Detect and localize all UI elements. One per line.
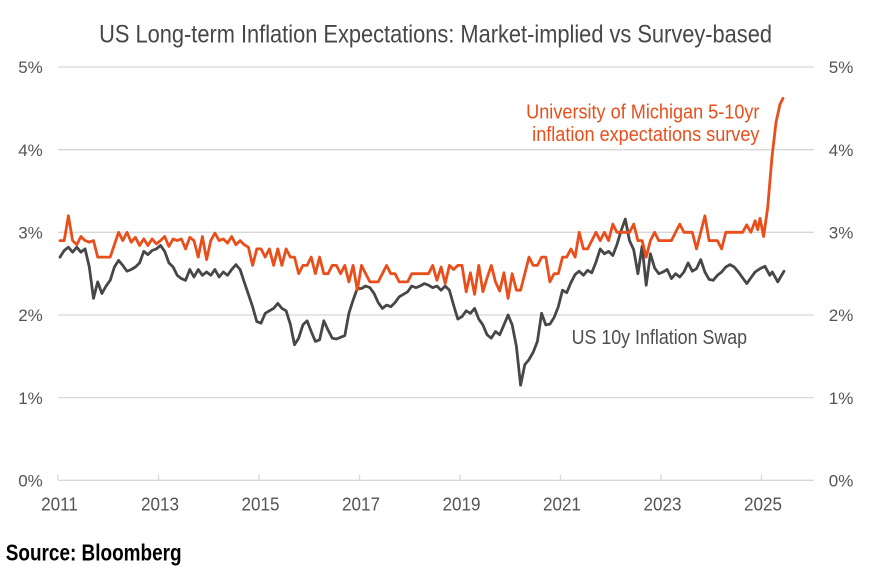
svg-text:5%: 5% — [829, 58, 854, 77]
svg-text:2015: 2015 — [242, 494, 280, 515]
svg-text:2013: 2013 — [141, 494, 179, 515]
svg-text:1%: 1% — [18, 389, 43, 408]
svg-text:2%: 2% — [829, 306, 854, 325]
svg-text:University of Michigan 5-10yr: University of Michigan 5-10yr — [526, 102, 760, 124]
svg-text:2019: 2019 — [443, 494, 481, 515]
svg-text:4%: 4% — [829, 141, 854, 160]
svg-text:3%: 3% — [18, 224, 43, 243]
svg-text:US Long-term Inflation Expecta: US Long-term Inflation Expectations: Mar… — [99, 20, 772, 48]
svg-text:Source: Bloomberg: Source: Bloomberg — [6, 540, 182, 566]
svg-text:1%: 1% — [829, 389, 854, 408]
svg-text:3%: 3% — [829, 224, 854, 243]
svg-text:US 10y Inflation Swap: US 10y Inflation Swap — [572, 327, 747, 349]
svg-text:4%: 4% — [18, 141, 43, 160]
svg-text:0%: 0% — [829, 472, 854, 491]
svg-text:5%: 5% — [18, 58, 43, 77]
svg-text:2021: 2021 — [543, 494, 581, 515]
svg-text:2%: 2% — [18, 306, 43, 325]
svg-text:2017: 2017 — [342, 494, 380, 515]
svg-text:inflation expectations survey: inflation expectations survey — [532, 124, 760, 146]
svg-text:0%: 0% — [18, 472, 43, 491]
svg-text:2011: 2011 — [41, 494, 78, 515]
svg-text:2025: 2025 — [744, 494, 782, 515]
svg-text:2023: 2023 — [644, 494, 682, 515]
